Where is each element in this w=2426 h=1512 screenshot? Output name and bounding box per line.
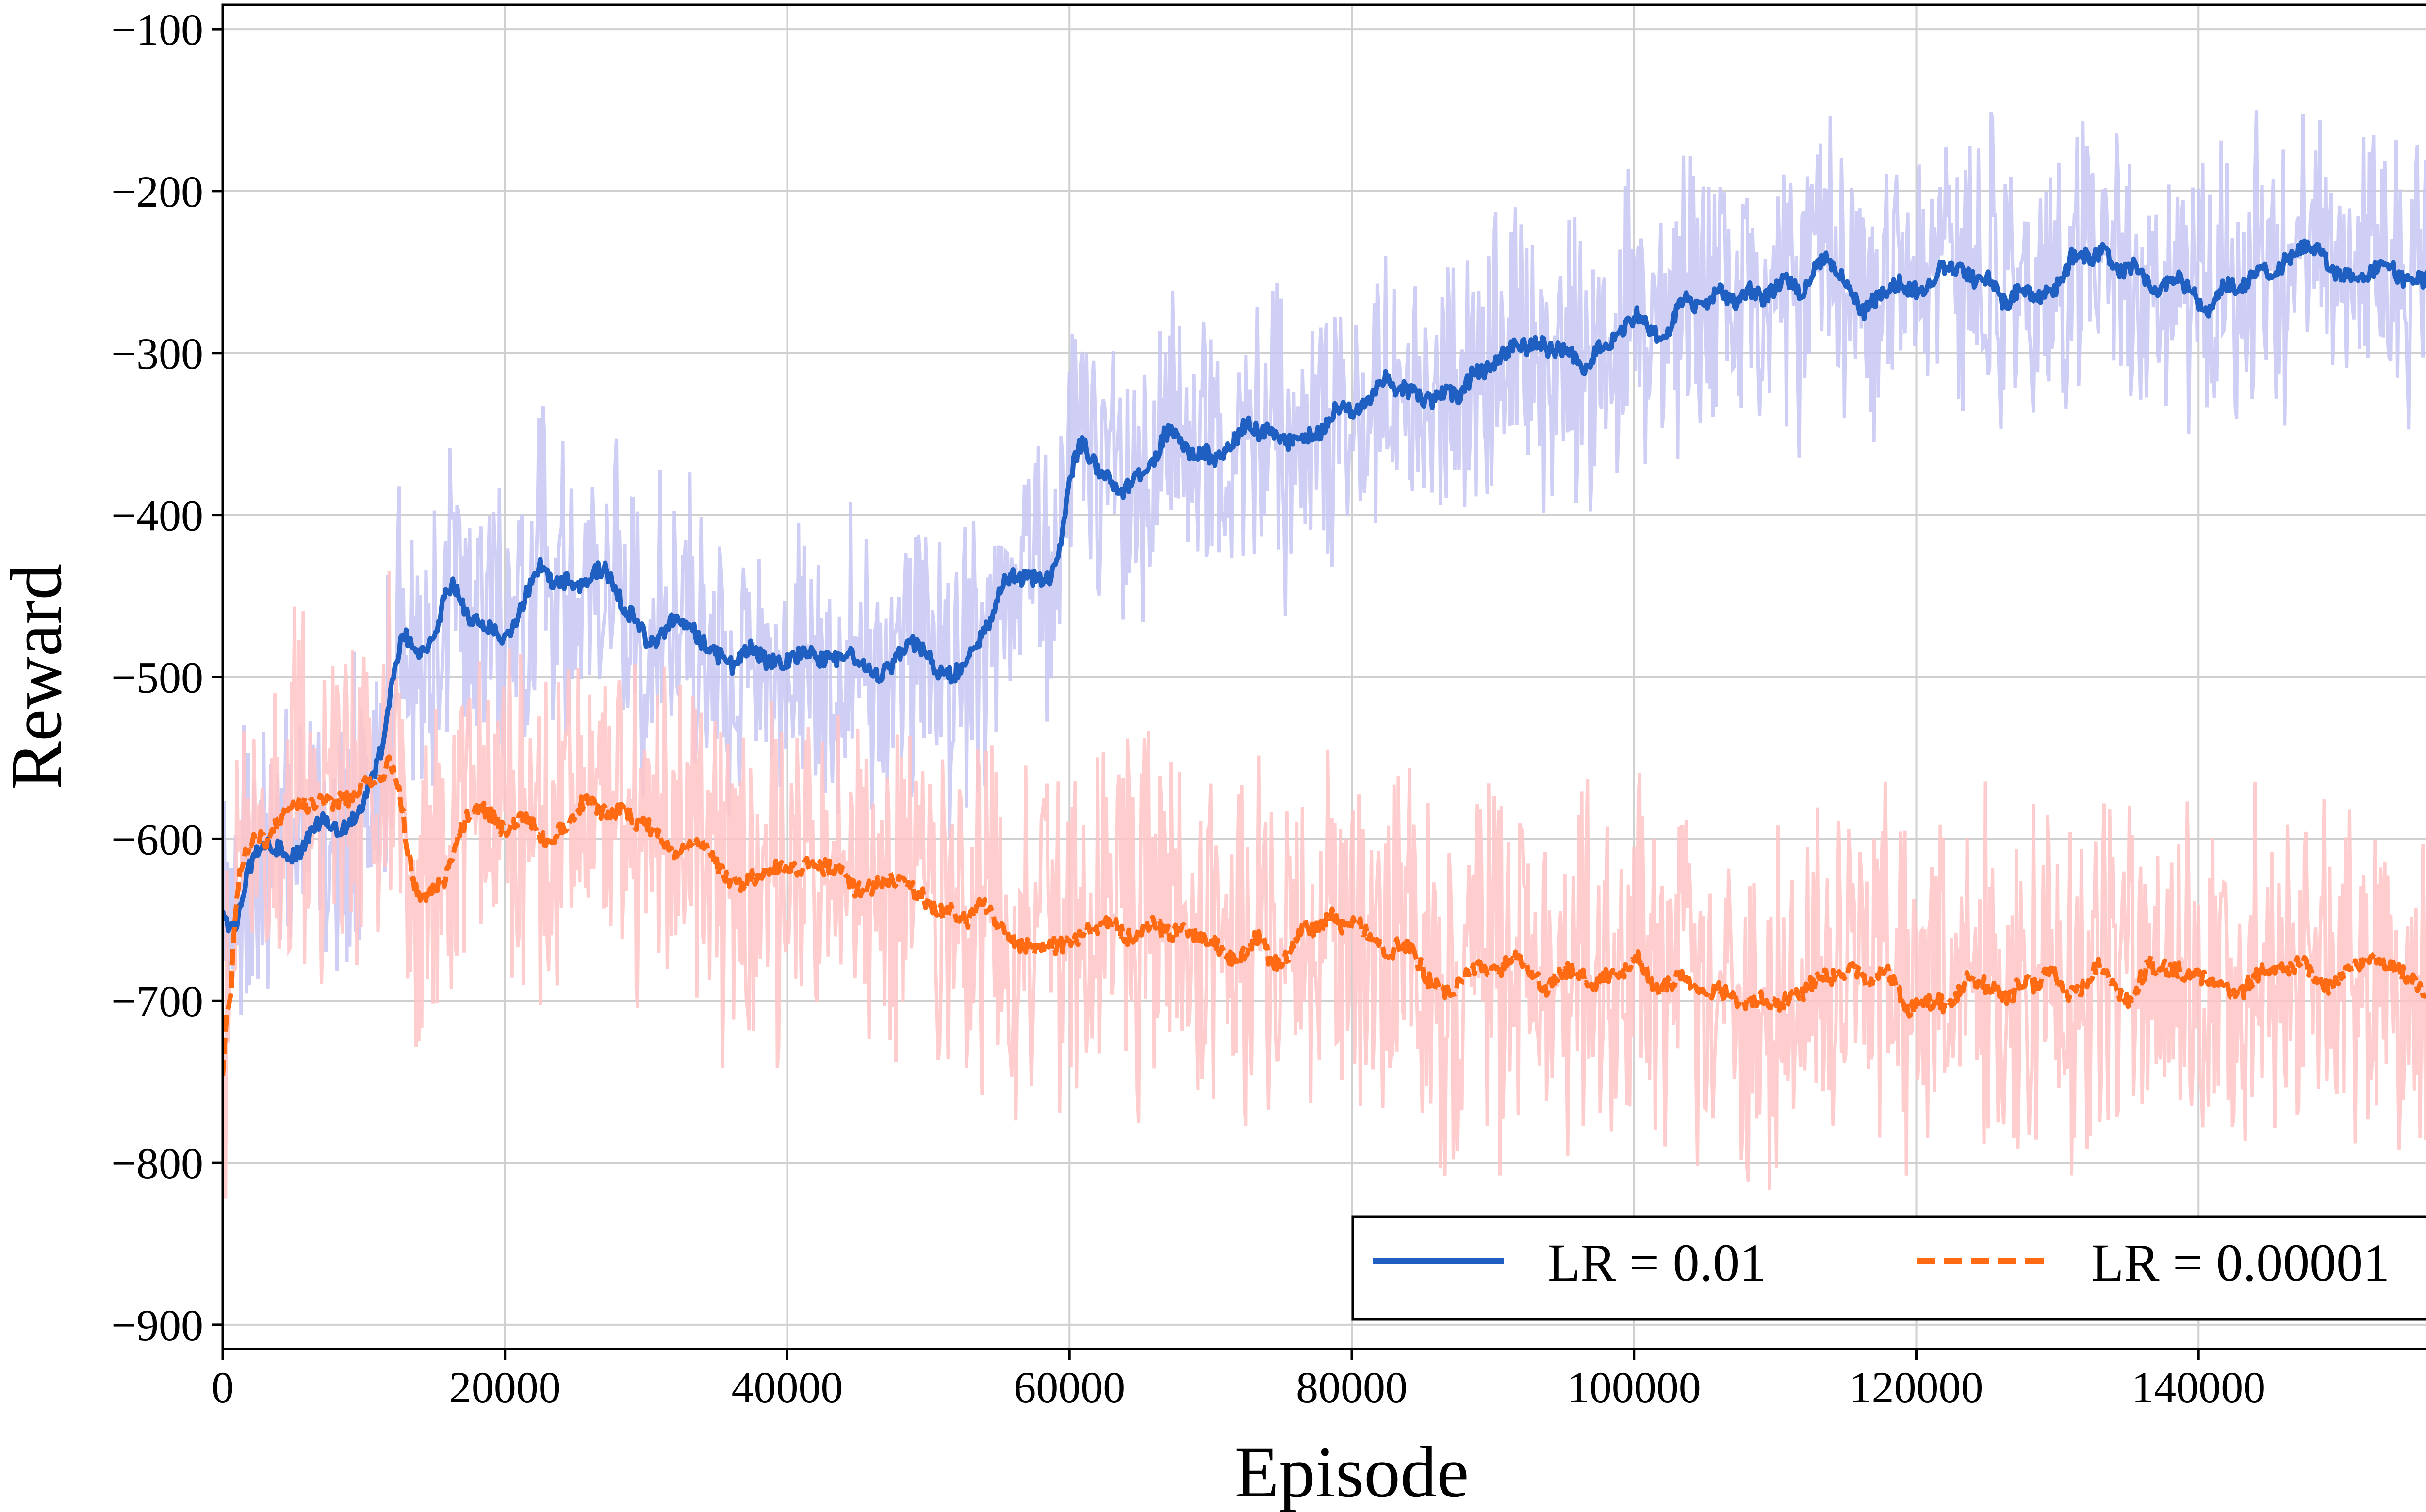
x-tick-label: 20000 [449, 1363, 561, 1412]
x-axis-title: Episode [1234, 1432, 1469, 1512]
smoothed-series-line-lr-0.01 [223, 238, 2426, 934]
y-tick-label: −400 [111, 491, 203, 540]
y-tick-label: −500 [111, 653, 203, 702]
y-tick-label: −600 [111, 814, 203, 864]
x-tick-label: 60000 [1014, 1363, 1125, 1412]
legend: LR = 0.01 LR = 0.00001 [1351, 1215, 2426, 1321]
y-tick-label: −900 [111, 1301, 203, 1350]
raw-series-line-lr-0.01 [223, 110, 2426, 1015]
legend-label-lr-0.00001: LR = 0.00001 [2091, 1233, 2390, 1292]
x-tick-label: 0 [212, 1363, 234, 1412]
raw-series-group [223, 110, 2426, 1199]
y-axis-title: Reward [0, 564, 77, 790]
legend-label-lr-0.01: LR = 0.01 [1548, 1233, 1766, 1292]
y-tick-label: −300 [111, 329, 203, 378]
x-axis: 0 20000 40000 60000 80000 100000 120000 140000 [212, 1349, 2265, 1412]
y-tick-label: −100 [111, 5, 203, 54]
raw-series-line-lr-0.00001 [223, 571, 2426, 1199]
y-axis: −900 −800 −700 −600 −500 −400 −300 −200 −100 [111, 5, 223, 1350]
smoothed-series-line-lr-0.00001 [223, 754, 2426, 1077]
y-tick-label: −700 [111, 976, 203, 1026]
x-tick-label: 140000 [2131, 1363, 2265, 1412]
legend-box [1351, 1215, 2426, 1321]
x-tick-label: 80000 [1296, 1363, 1408, 1412]
x-tick-label: 120000 [1850, 1363, 1983, 1412]
y-tick-label: −800 [111, 1138, 203, 1188]
y-tick-label: −200 [111, 167, 203, 216]
x-tick-label: 40000 [732, 1363, 843, 1412]
x-tick-label: 100000 [1567, 1363, 1701, 1412]
smoothed-series-group [223, 238, 2426, 1077]
